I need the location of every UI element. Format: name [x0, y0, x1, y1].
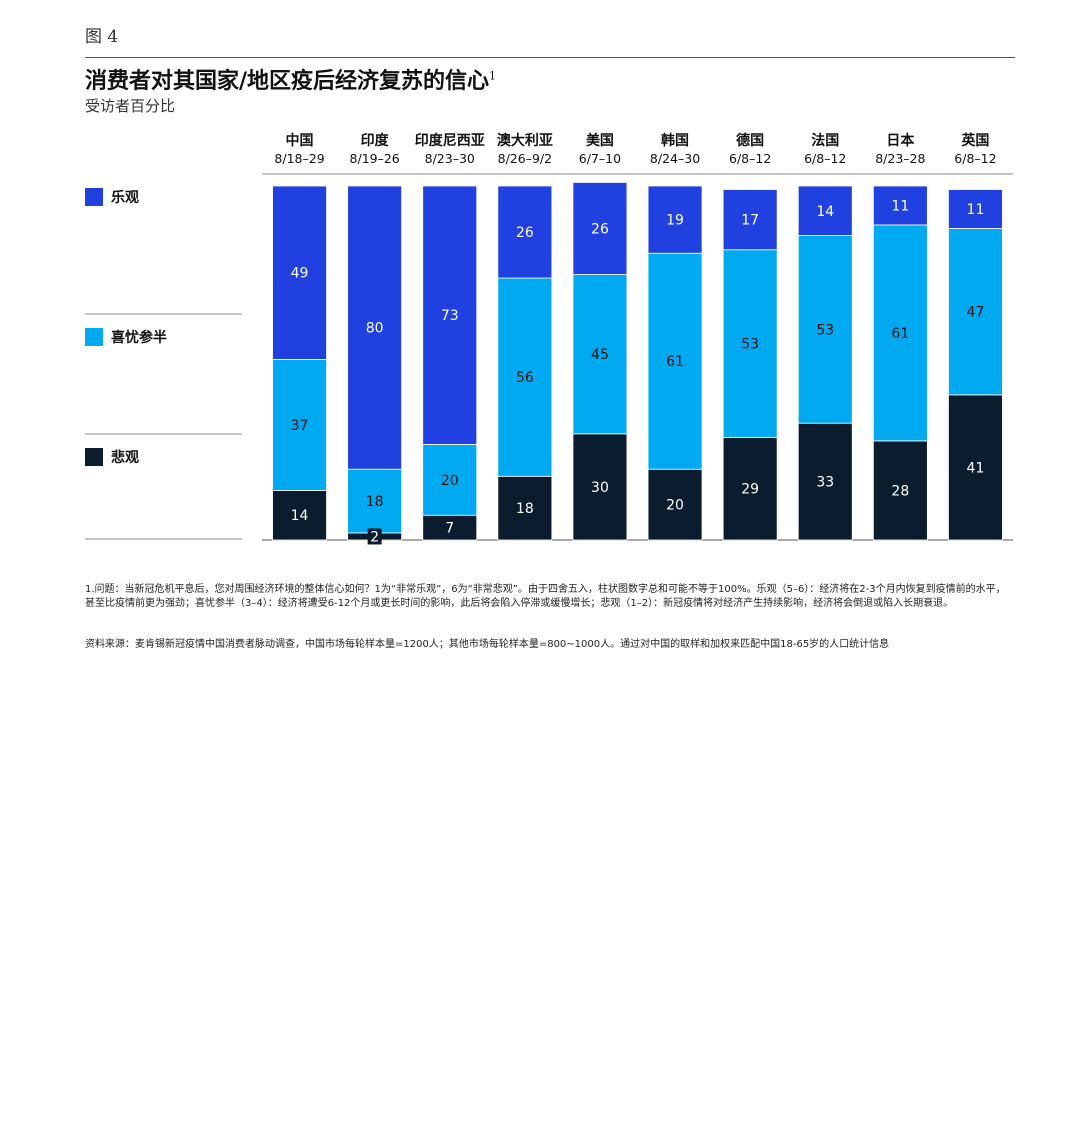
data-label: 29: [741, 482, 759, 498]
data-label: 30: [591, 480, 609, 496]
bar-segment: [347, 468, 403, 534]
data-label: 73: [441, 308, 459, 324]
category-label: 中国: [286, 132, 314, 149]
bar-segment: [572, 274, 628, 435]
data-label: 61: [666, 354, 684, 370]
data-label: 2: [370, 529, 379, 545]
bar-segment: [647, 252, 703, 470]
data-label: 18: [516, 501, 534, 517]
bar-segment: [272, 185, 327, 360]
bar-segment: [572, 433, 628, 541]
bar-segment: [722, 189, 778, 251]
data-label: 19: [666, 213, 684, 229]
date-label: 8/18–29: [274, 151, 324, 166]
data-label: 17: [741, 213, 759, 229]
category-label: 德国: [736, 132, 764, 149]
date-label: 6/8–12: [954, 151, 996, 166]
bar-segment: [797, 185, 853, 236]
bar-segment: [647, 185, 703, 254]
data-label: 61: [891, 326, 909, 342]
data-label: 7: [445, 521, 454, 537]
bar-segment: [872, 224, 928, 442]
date-label: 8/24–30: [650, 151, 700, 166]
category-label: 美国: [586, 132, 614, 149]
bar-segment: [422, 185, 478, 445]
bar-segment: [272, 359, 327, 491]
data-label: 18: [366, 494, 384, 510]
legend-label: 悲观: [111, 449, 139, 466]
bar-segment: [497, 277, 553, 477]
data-label-bg: [367, 528, 382, 545]
data-label: 14: [291, 508, 309, 524]
data-label: 56: [516, 370, 534, 386]
data-label: 80: [366, 321, 384, 337]
date-label: 6/7–10: [579, 151, 621, 166]
category-label: 印度尼西亚: [415, 132, 485, 149]
source-note: 资料来源：麦肯锡新冠疫情中国消费者脉动调查，中国市场每轮样本量=1200人；其他…: [85, 639, 890, 650]
category-label: 法国: [811, 132, 839, 149]
legend-swatch: [85, 448, 103, 466]
date-label: 8/19–26: [350, 151, 400, 166]
bar-segment: [422, 514, 478, 541]
date-label: 6/8–12: [804, 151, 846, 166]
bar-segment: [722, 249, 778, 438]
bar-segment: [572, 182, 628, 275]
data-label: 20: [441, 473, 459, 489]
bar-segment: [872, 185, 928, 226]
title-note-marker: 1: [489, 69, 497, 83]
data-label: 41: [967, 460, 985, 476]
category-label: 英国: [960, 132, 989, 149]
data-label: 28: [891, 483, 909, 499]
chart-title-text: 消费者对其国家/地区疫后经济复苏的信心: [85, 68, 490, 94]
category-label: 澳大利亚: [497, 132, 553, 149]
bar-segment: [497, 185, 553, 279]
data-label: 47: [967, 305, 985, 321]
date-label: 8/26–9/2: [498, 151, 552, 166]
category-label: 印度: [361, 132, 390, 149]
legend-label: 乐观: [111, 189, 139, 206]
data-label: 11: [891, 198, 909, 214]
category-label: 日本: [886, 132, 915, 149]
legend-swatch: [85, 328, 103, 346]
bar-segment: [872, 440, 928, 541]
footnote: 1.问题：当新冠危机平息后，您对周围经济环境的整体信心如何？1为“非常乐观”，6…: [85, 584, 1006, 609]
data-label: 49: [291, 266, 309, 282]
bar-segment: [948, 189, 1003, 229]
data-label: 26: [516, 225, 534, 241]
data-label: 14: [816, 204, 834, 220]
data-label: 53: [816, 322, 834, 338]
figure-label: 图 4: [85, 27, 119, 47]
data-label: 20: [666, 498, 684, 514]
bar-segment: [422, 444, 478, 516]
data-label: 33: [816, 475, 834, 491]
date-label: 8/23–30: [425, 151, 475, 166]
data-label: 53: [741, 337, 759, 353]
chart-title: 消费者对其国家/地区疫后经济复苏的信心1: [85, 63, 496, 95]
top-rule: [85, 57, 1015, 58]
bar-segment: [722, 436, 778, 541]
data-label: 45: [591, 347, 609, 363]
bar-segment: [948, 394, 1003, 541]
date-label: 6/8–12: [729, 151, 771, 166]
data-label: 26: [591, 221, 609, 237]
bar-segment: [797, 422, 853, 541]
legend-swatch: [85, 188, 103, 206]
bar-segment: [272, 490, 327, 541]
data-label: 37: [291, 418, 309, 434]
category-label: 韩国: [661, 132, 689, 149]
data-label: 11: [967, 202, 985, 218]
legend-label: 喜忧参半: [111, 329, 167, 346]
bar-segment: [647, 468, 703, 541]
bar-segment: [347, 185, 403, 470]
chart-subtitle: 受访者百分比: [85, 97, 176, 115]
date-label: 8/23–28: [875, 151, 925, 166]
